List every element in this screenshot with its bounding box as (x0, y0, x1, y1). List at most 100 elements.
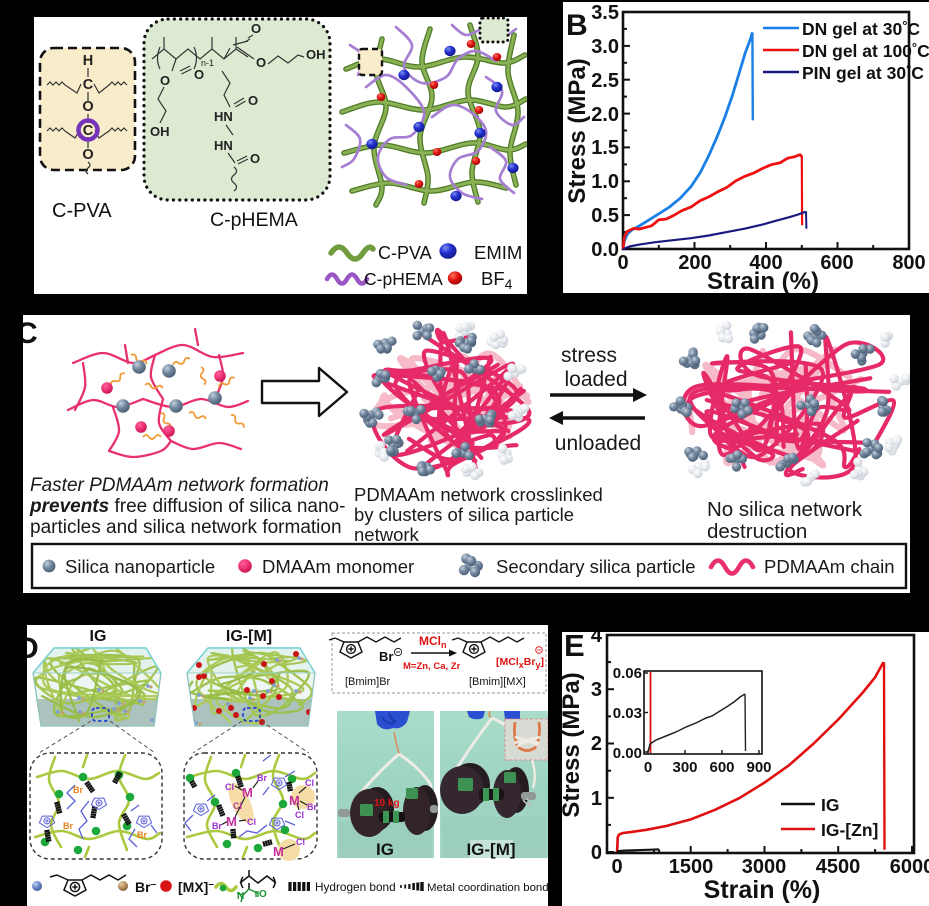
svg-text:1.0: 1.0 (591, 171, 619, 193)
svg-text:C: C (83, 123, 94, 139)
svg-text:Br: Br (212, 821, 222, 831)
svg-text:Stress (MPa): Stress (MPa) (562, 672, 585, 817)
svg-text:DN gel at 100°C: DN gel at 100°C (802, 40, 929, 61)
svg-text:C-pHEMA: C-pHEMA (364, 269, 443, 289)
svg-text:1500: 1500 (669, 856, 714, 878)
svg-text:M: M (289, 793, 300, 808)
svg-text:O: O (82, 99, 93, 115)
svg-text:3000: 3000 (742, 856, 787, 878)
svg-text:by clusters of silica particle: by clusters of silica particle (354, 504, 574, 525)
svg-text:O: O (248, 93, 258, 108)
svg-text:Metal coordination bond: Metal coordination bond (427, 882, 548, 894)
svg-text:3: 3 (591, 679, 602, 701)
svg-text:Hydrogen bond: Hydrogen bond (315, 880, 396, 894)
svg-text:Cl: Cl (225, 782, 234, 792)
svg-text:Br: Br (137, 830, 147, 840)
svg-text:OH: OH (150, 124, 170, 139)
svg-text:E: E (564, 632, 585, 663)
svg-text:Br: Br (257, 773, 267, 783)
svg-text:4: 4 (591, 632, 603, 647)
svg-text:Cl: Cl (295, 810, 304, 820)
svg-text:destruction: destruction (707, 520, 807, 543)
svg-text:Cl: Cl (296, 837, 305, 847)
svg-text:IG: IG (90, 628, 107, 645)
svg-text:M: M (242, 785, 253, 800)
svg-text:M: M (273, 844, 284, 859)
svg-text:Br: Br (307, 802, 317, 812)
svg-text:H: H (83, 53, 93, 69)
svg-text:Br: Br (63, 821, 73, 831)
svg-text:Cl: Cl (247, 817, 256, 827)
svg-text:1: 1 (591, 788, 602, 810)
svg-text:PDMAAm chain: PDMAAm chain (764, 556, 895, 577)
svg-text:0: 0 (644, 759, 652, 776)
svg-text:200: 200 (678, 252, 711, 274)
svg-text:EMIM: EMIM (474, 242, 522, 263)
svg-text:M=Zn, Ca, Zr: M=Zn, Ca, Zr (403, 661, 461, 672)
svg-text:0: 0 (617, 252, 628, 274)
svg-text:n-1: n-1 (201, 58, 214, 68)
svg-text:loaded: loaded (564, 368, 627, 391)
svg-text:DN gel at 30°C: DN gel at 30°C (802, 18, 920, 39)
svg-text:BF4: BF4 (481, 268, 513, 292)
svg-text:0.06: 0.06 (613, 665, 642, 682)
svg-text:O: O (259, 889, 267, 900)
svg-text:MCln: MCln (419, 634, 447, 650)
svg-text:OH: OH (306, 47, 326, 62)
svg-text:6000: 6000 (890, 856, 929, 878)
svg-text:O: O (194, 67, 204, 82)
svg-text:300: 300 (672, 759, 697, 776)
svg-text:N: N (237, 891, 244, 902)
svg-text:0: 0 (611, 856, 622, 878)
svg-text:600: 600 (709, 759, 734, 776)
svg-text:HN: HN (214, 138, 233, 153)
svg-text:C: C (23, 317, 38, 350)
svg-text:0.5: 0.5 (591, 205, 619, 227)
svg-text:Br–: Br– (135, 879, 157, 895)
svg-text:800: 800 (892, 252, 925, 274)
svg-text:particles and silica network f: particles and silica network formation (30, 517, 342, 538)
svg-text:PDMAAm network crosslinked: PDMAAm network crosslinked (354, 484, 603, 505)
svg-text:4500: 4500 (816, 856, 861, 878)
svg-text:10 kg: 10 kg (374, 798, 400, 809)
svg-text:1.5: 1.5 (591, 137, 619, 159)
svg-text:[Bmim]Br: [Bmim]Br (345, 676, 391, 688)
svg-text:400: 400 (749, 252, 782, 274)
svg-text:0: 0 (591, 842, 602, 864)
svg-text:Cl: Cl (233, 801, 242, 811)
svg-text:0.03: 0.03 (613, 705, 642, 722)
svg-text:IG-[M]: IG-[M] (466, 840, 515, 859)
svg-text:Silica nanoparticle: Silica nanoparticle (65, 556, 215, 577)
svg-text:IG-[M]: IG-[M] (226, 628, 272, 645)
svg-text:2.0: 2.0 (591, 104, 619, 126)
svg-text:3.5: 3.5 (591, 2, 619, 24)
svg-text:prevents free diffusion of sil: prevents free diffusion of silica nano- (29, 496, 345, 517)
svg-text:Strain (%): Strain (%) (707, 268, 819, 293)
svg-text:stress: stress (561, 344, 617, 367)
svg-text:Strain (%): Strain (%) (704, 876, 821, 904)
svg-text:No silica network: No silica network (707, 498, 863, 521)
svg-text:IG-[Zn]: IG-[Zn] (821, 820, 878, 840)
svg-text:0.00: 0.00 (613, 745, 642, 762)
svg-text:O: O (250, 151, 260, 166)
svg-text:600: 600 (820, 252, 853, 274)
svg-text:DMAAm monomer: DMAAm monomer (262, 556, 414, 577)
svg-text:Secondary silica particle: Secondary silica particle (496, 556, 695, 577)
svg-text:network: network (354, 524, 420, 545)
svg-text:0.0: 0.0 (591, 239, 619, 261)
svg-text:M: M (226, 814, 237, 829)
svg-text:O: O (82, 147, 93, 163)
svg-text:IG: IG (376, 840, 394, 859)
svg-text:O: O (160, 73, 170, 88)
svg-text:C-pHEMA: C-pHEMA (210, 209, 298, 231)
svg-text:Br: Br (379, 649, 393, 664)
svg-text:O: O (256, 55, 266, 70)
svg-text:HN: HN (214, 109, 233, 124)
svg-text:Stress (MPa): Stress (MPa) (564, 58, 591, 203)
svg-text:[MX]–: [MX]– (178, 879, 214, 895)
svg-text:Cl: Cl (305, 778, 314, 788)
svg-text:B: B (566, 9, 588, 42)
svg-text:900: 900 (746, 759, 771, 776)
svg-text:Br: Br (73, 785, 83, 795)
svg-text:PIN gel at 30°C: PIN gel at 30°C (802, 62, 924, 83)
